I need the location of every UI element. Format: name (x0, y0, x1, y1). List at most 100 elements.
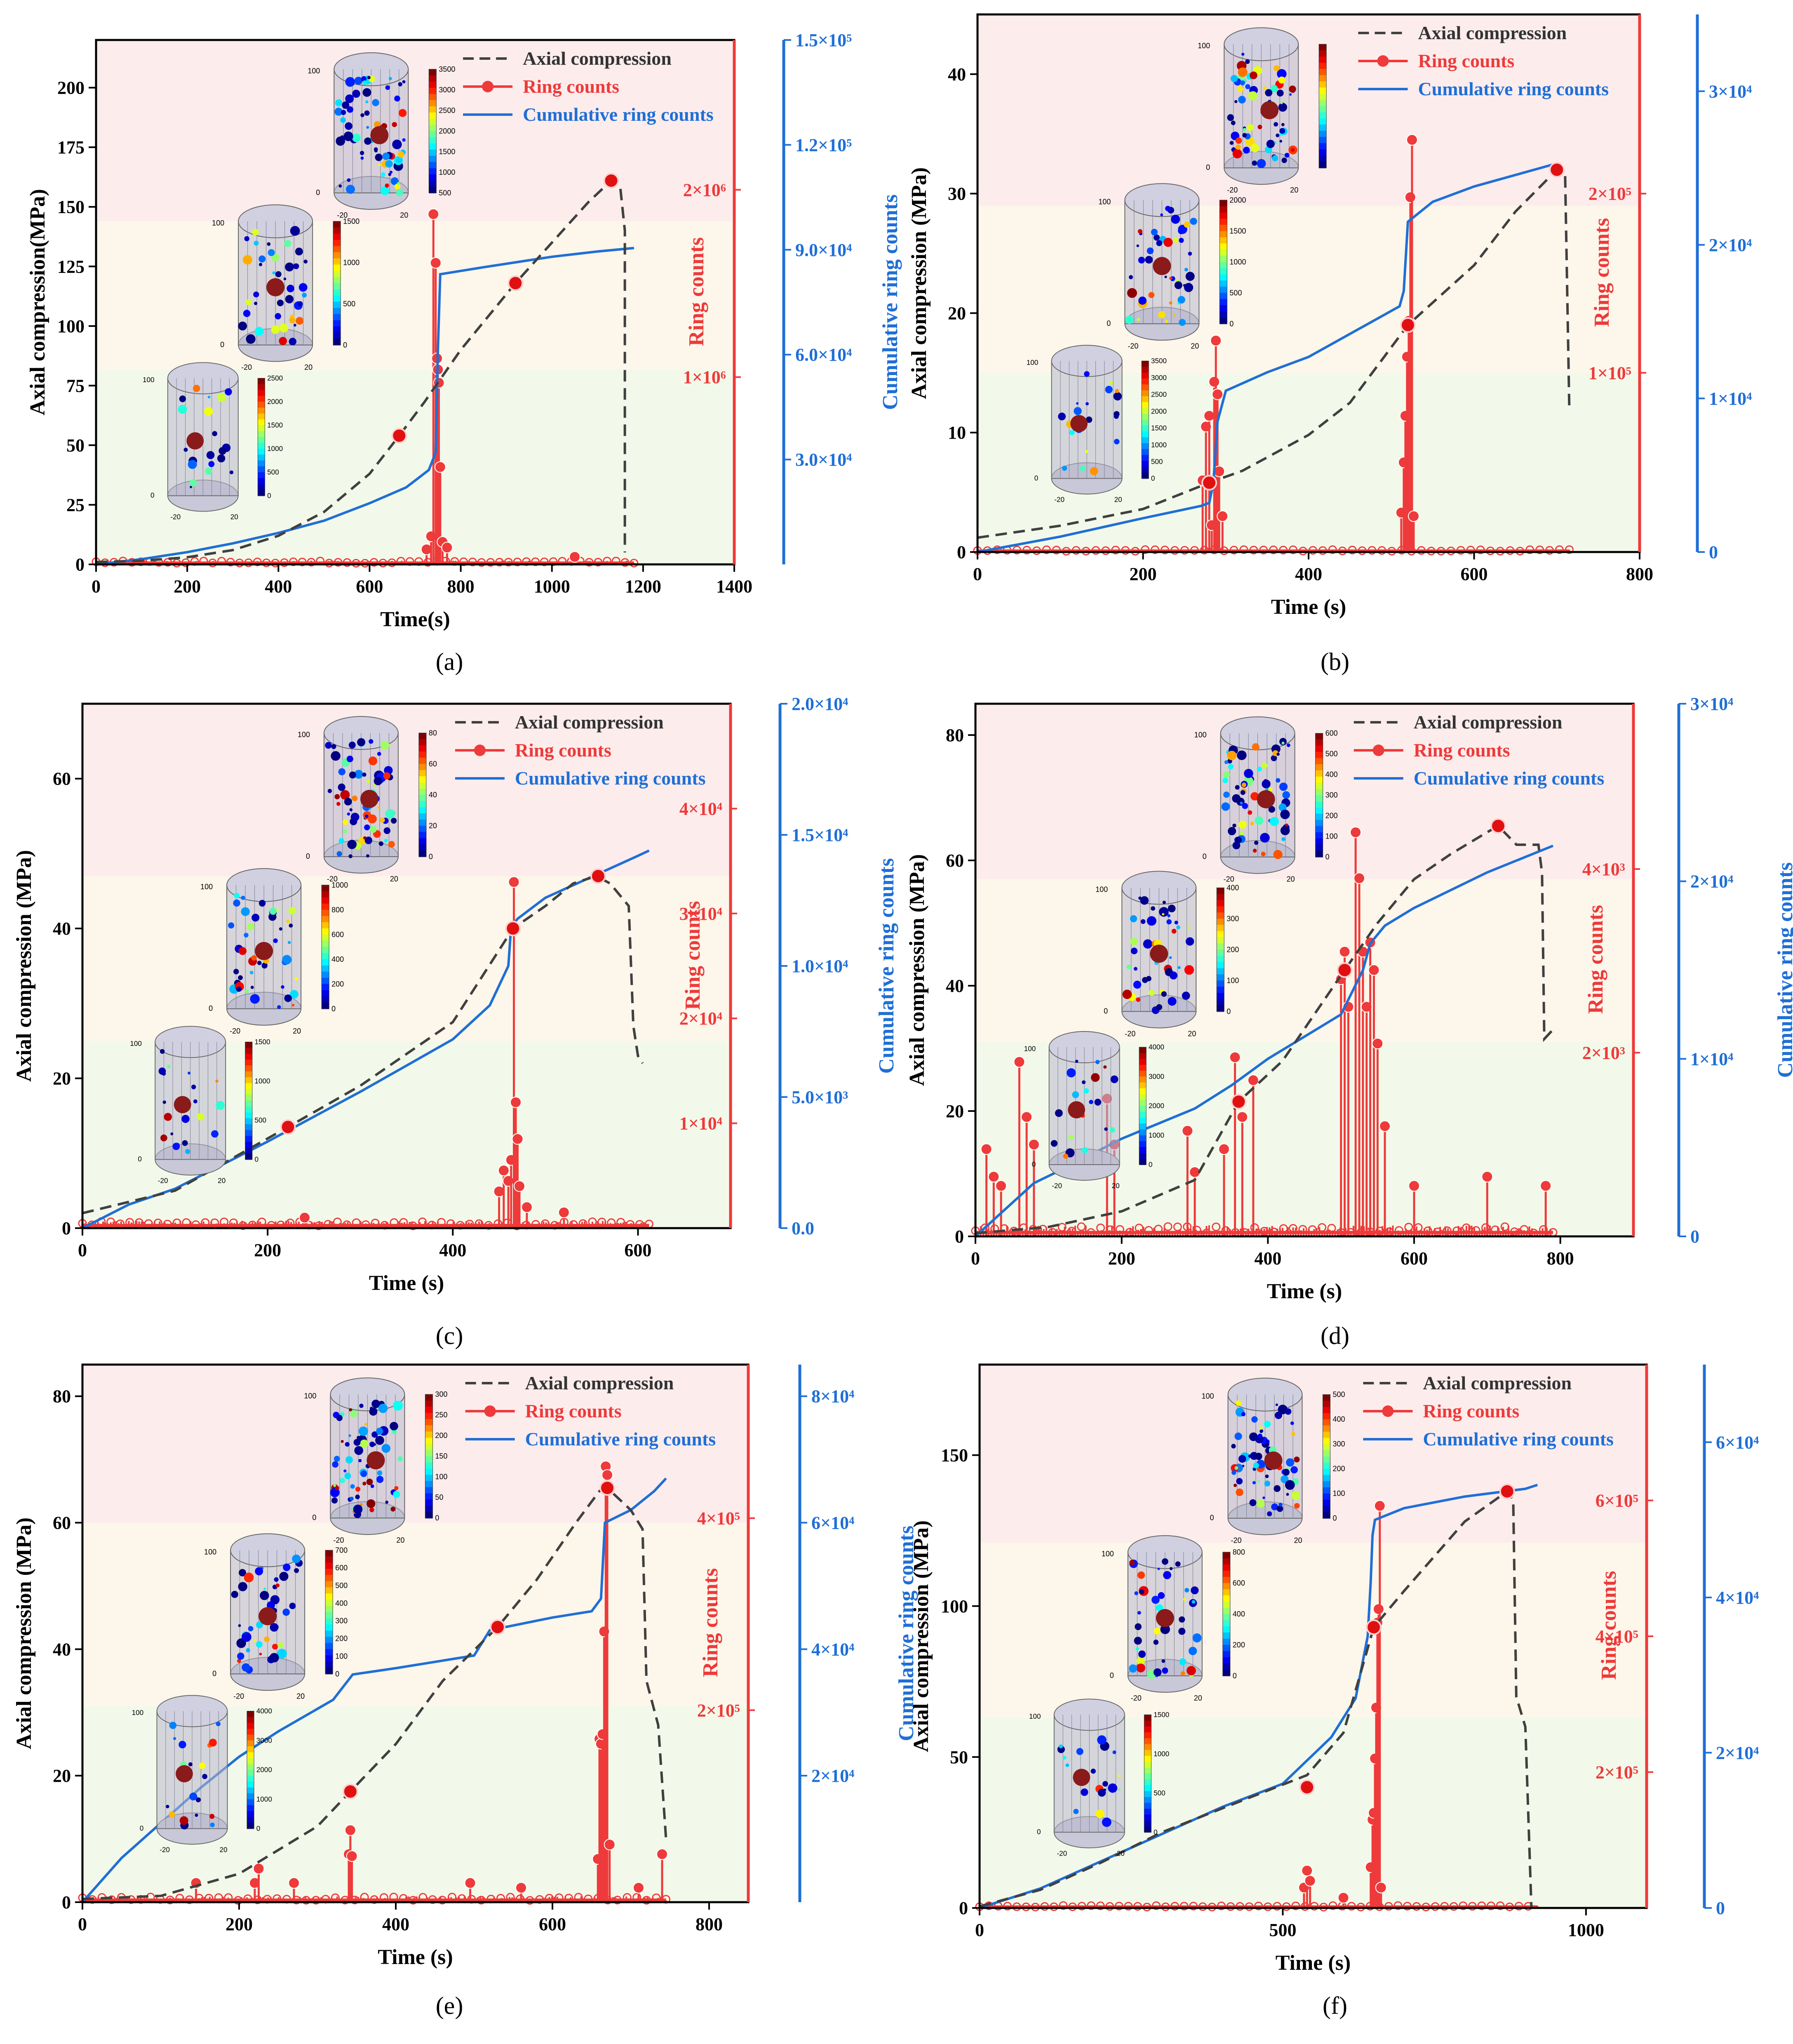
inset-ae-event (347, 812, 350, 816)
inset-axis-tick-label: 0 (220, 341, 224, 349)
inset-ae-event (338, 768, 345, 775)
ring-count-point (165, 1896, 174, 1905)
ring-count-point (253, 557, 262, 566)
ring-count-point (172, 1218, 181, 1227)
inset-ae-event (1279, 128, 1285, 134)
inset-ae-event (385, 809, 395, 819)
y-tick-label: 100 (941, 1596, 968, 1616)
inset-ae-event (285, 262, 294, 272)
inset-ae-event (1240, 801, 1243, 805)
inset-ae-event (364, 814, 369, 818)
ring-count-point (307, 558, 316, 567)
inset-ae-event (331, 744, 336, 749)
inset-ae-event (176, 1765, 193, 1783)
ring-count-point (418, 1217, 427, 1226)
inset-ae-event (1156, 1609, 1174, 1627)
inset-ae-event (1285, 823, 1288, 827)
inset-ae-event (347, 840, 357, 849)
inset-ae-event (1264, 1421, 1271, 1428)
inset-ae-event (385, 85, 390, 90)
inset-ae-event (1224, 760, 1229, 764)
inset-ae-event (1163, 1571, 1171, 1579)
inset-colorbar-segment (258, 466, 265, 473)
ring-count-point (238, 1221, 247, 1230)
inset-ae-event (258, 263, 263, 266)
inset-colorbar-segment (429, 149, 437, 156)
inset-ae-event (384, 839, 388, 843)
inset-ae-event (197, 1113, 204, 1121)
ring-count-tick-label: 4×10⁴ (679, 799, 722, 819)
x-tick-label: 1000 (1568, 1920, 1604, 1940)
inset-ae-event (1233, 1483, 1237, 1487)
inset-colorbar-segment (1222, 1564, 1230, 1571)
inset-colorbar-segment (322, 940, 329, 947)
inset-colorbar-segment (429, 112, 437, 119)
inset-ae-event (1238, 1455, 1246, 1463)
inset-ae-event (1273, 850, 1283, 859)
ring-count-point (1291, 1901, 1300, 1910)
inset-colorbar-segment (1315, 832, 1323, 839)
inset-ae-event (390, 1422, 398, 1431)
inset-ae-event (1069, 430, 1075, 435)
inset-colorbar-segment (425, 1506, 433, 1513)
inset-axis-tick-label: 100 (204, 1548, 216, 1556)
ring-count-point (1443, 1226, 1452, 1235)
inset-colorbar-segment (1217, 949, 1224, 956)
inset-ae-event (1156, 1004, 1163, 1010)
x-axis-title: Time(s) (380, 608, 450, 631)
inset-ae-event (1290, 1421, 1294, 1425)
inset-ae-event (204, 468, 212, 475)
inset-ae-event (257, 961, 262, 966)
inset-colorbar-segment (1315, 844, 1323, 851)
inset-ae-event (1161, 991, 1167, 997)
ring-count-point (1111, 545, 1120, 554)
inset-axis-tick-label: -20 (1224, 875, 1234, 883)
inset-ae-event (292, 1554, 301, 1563)
inset-colorbar-segment (1319, 162, 1327, 169)
inset-ae-event (298, 283, 308, 292)
inset-ae-event (173, 1737, 176, 1740)
ring-count-point (438, 1896, 447, 1905)
ring-count-point (988, 1171, 1000, 1183)
inset-colorbar-segment (425, 1512, 433, 1519)
x-tick-label: 600 (356, 576, 383, 597)
inset-ae-event (385, 160, 393, 168)
ring-count-point (1101, 546, 1110, 555)
inset-ae-event (188, 1762, 193, 1767)
inset-ae-event (360, 789, 378, 808)
inset-ae-event (391, 1429, 397, 1434)
inset-colorbar-tick-label: 400 (1227, 883, 1239, 892)
inset-ae-event (1156, 1604, 1163, 1612)
inset-colorbar-segment (333, 295, 341, 302)
inset-ae-event (1171, 928, 1177, 934)
ring-count-tick-label: 1×10⁵ (1589, 363, 1631, 383)
inset-colorbar-segment (1217, 937, 1224, 944)
inset-ae-event (199, 1762, 206, 1769)
inset-colorbar-segment (425, 1487, 433, 1494)
inset-ae-event (182, 1140, 188, 1146)
inset-ae-event (396, 189, 403, 196)
ring-count-point (370, 1895, 379, 1904)
inset-ae-event (1252, 1481, 1256, 1485)
inset-ae-event (1252, 160, 1257, 166)
inset-ae-event (172, 1142, 180, 1150)
inset-axis-tick-label: 0 (140, 1824, 144, 1832)
inset-ae-event (1231, 1444, 1236, 1449)
ring-count-point (1539, 1225, 1548, 1234)
inset-ae-event (1239, 831, 1244, 836)
inset-colorbar-segment (333, 258, 341, 265)
legend-ring-label: Ring counts (515, 740, 611, 761)
inset-colorbar-segment (1222, 1632, 1230, 1639)
inset-axis-tick-label: 100 (1194, 731, 1207, 739)
inset-ae-event (376, 1427, 383, 1435)
ring-count-point (1318, 546, 1327, 555)
inset-axis-tick-label: -20 (327, 875, 338, 883)
inset-colorbar-segment (1319, 56, 1327, 63)
inset-colorbar-segment (1144, 1820, 1151, 1827)
y-tick-label: 175 (57, 137, 85, 157)
inset-ae-event (289, 317, 296, 323)
inset-colorbar-segment (1144, 1720, 1151, 1727)
inset-colorbar-segment (247, 1770, 254, 1776)
inset-ae-event (251, 914, 260, 922)
inset-colorbar-frame (1139, 1047, 1147, 1165)
